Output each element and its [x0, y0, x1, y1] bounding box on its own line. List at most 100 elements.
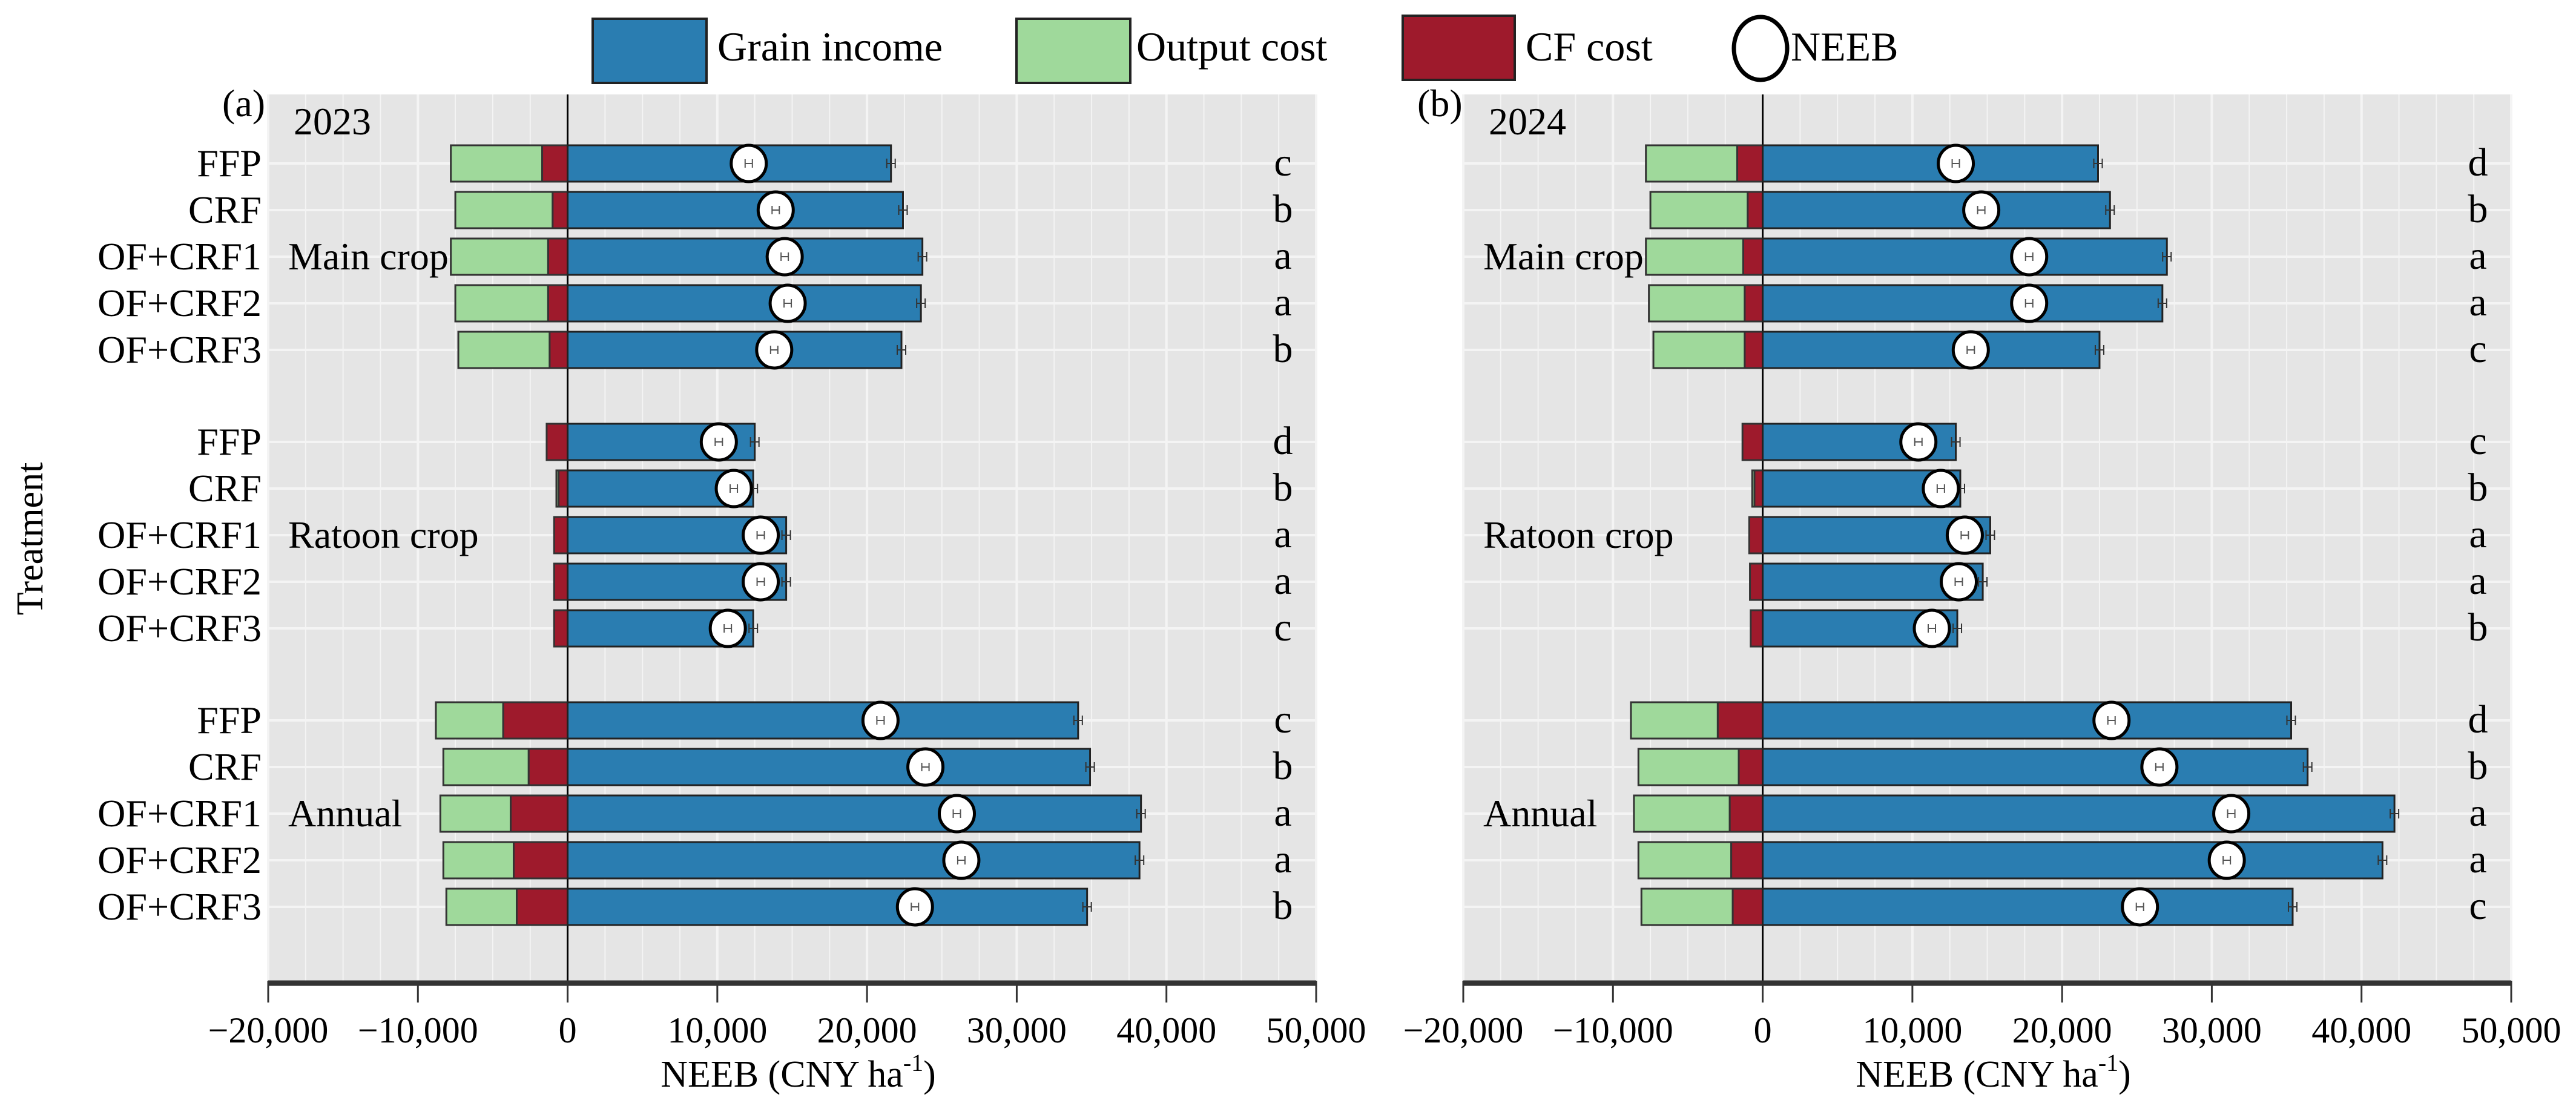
bar-grain-income [567, 237, 924, 276]
x-tick-label: −20,000 [1403, 1010, 1524, 1050]
bar-row [435, 700, 1083, 740]
bar-output-cost [439, 794, 512, 833]
error-bar [897, 345, 907, 355]
panel-year: 2024 [1489, 100, 1566, 143]
significance-letter: c [1274, 605, 1291, 650]
neeb-error-bar [769, 346, 779, 354]
bar-cf-cost [553, 609, 569, 648]
significance-letter: a [1274, 791, 1291, 835]
bar-output-cost [1633, 794, 1731, 833]
treatment-label: FFP [197, 699, 262, 742]
bar-row [1648, 283, 2167, 323]
bar-row [1751, 469, 1965, 509]
significance-letter: d [2468, 140, 2488, 185]
bar-row [1630, 700, 2296, 740]
treatment-label: CRF [188, 188, 262, 231]
x-tick-label: 50,000 [1267, 1010, 1366, 1050]
neeb-error-bar [1928, 624, 1936, 633]
neeb-error-bar [783, 299, 792, 308]
legend-swatch-cf-cost [1402, 15, 1516, 81]
error-bar [1135, 855, 1145, 865]
bar-cf-cost [1753, 469, 1764, 508]
x-tick-label: 20,000 [817, 1010, 917, 1050]
significance-letter: b [1273, 187, 1293, 231]
significance-letter: a [2469, 791, 2486, 835]
bar-cf-cost [1744, 331, 1764, 369]
neeb-error-bar [2222, 856, 2232, 864]
bar-grain-income [1762, 331, 2101, 369]
significance-letter: a [2469, 559, 2486, 603]
significance-letter: b [2468, 744, 2488, 788]
treatment-label: CRF [188, 467, 262, 510]
error-bar [2302, 762, 2313, 772]
bar-grain-income [567, 887, 1089, 926]
error-bar [1978, 577, 1988, 587]
neeb-error-bar [730, 484, 739, 493]
significance-letter: c [2469, 884, 2486, 928]
significance-letter: b [1273, 327, 1293, 371]
bar-row [1640, 887, 2298, 927]
bar-row [1633, 794, 2400, 834]
significance-letter: b [1273, 466, 1293, 510]
significance-letter: b [1273, 884, 1293, 928]
neeb-error-bar [1951, 159, 1960, 168]
x-tick-label: 20,000 [2012, 1010, 2112, 1050]
bar-row [553, 515, 791, 555]
neeb-error-bar [957, 856, 966, 864]
treatment-label: OF+CRF1 [97, 235, 262, 278]
bar-cf-cost [1738, 748, 1764, 786]
bar-output-cost [1640, 887, 1734, 926]
error-bar [2094, 345, 2104, 355]
x-axis-title-main: NEEB (CNY ha [1856, 1054, 2098, 1095]
significance-letter: c [2469, 327, 2486, 371]
bar-grain-income [1762, 191, 2111, 229]
x-axis-title-main: NEEB (CNY ha [660, 1054, 903, 1095]
bar-cf-cost [513, 841, 569, 880]
bar-output-cost [1649, 191, 1749, 229]
bar-output-cost [1648, 284, 1746, 323]
neeb-error-bar [771, 206, 780, 214]
bar-grain-income [1762, 284, 2164, 323]
error-bar [2105, 205, 2115, 215]
bar-row [1637, 840, 2388, 880]
legend: Grain income Output cost CF cost NEEB [591, 15, 1899, 84]
treatment-label: OF+CRF1 [97, 513, 262, 556]
bar-output-cost [450, 237, 549, 276]
bar-cf-cost [552, 191, 569, 229]
group-label: Ratoon crop [288, 513, 479, 556]
error-bar [2162, 252, 2172, 262]
bar-row [1652, 330, 2104, 370]
significance-letter: a [2469, 837, 2486, 881]
bar-row [1748, 515, 1995, 555]
group-label: Ratoon crop [1483, 513, 1674, 556]
x-axis-title-sup: -1 [903, 1049, 923, 1076]
bar-row [445, 887, 1092, 927]
treatment-label: OF+CRF2 [97, 560, 262, 603]
bar-row [457, 330, 907, 370]
bar-cf-cost [1749, 562, 1764, 601]
x-tick-label: 0 [559, 1010, 577, 1050]
neeb-error-bar [876, 716, 885, 725]
treatment-label: OF+CRF2 [97, 282, 262, 324]
legend-swatch-output-cost [1015, 18, 1132, 84]
bar-row [1645, 143, 2103, 183]
neeb-error-bar [2227, 809, 2236, 818]
neeb-error-bar [2024, 252, 2034, 261]
treatment-label: OF+CRF3 [97, 885, 262, 928]
x-axis-title-end: ) [2118, 1054, 2131, 1095]
bar-grain-income [1762, 144, 2099, 183]
bar-row [1649, 190, 2115, 230]
significance-letter: a [2469, 512, 2486, 556]
bar-cf-cost [547, 237, 569, 276]
bar-row [454, 283, 926, 323]
significance-letter: a [1274, 559, 1291, 603]
bar-row [439, 794, 1146, 834]
bar-row [1750, 608, 1963, 648]
neeb-error-bar [723, 624, 733, 633]
significance-letter: b [2468, 187, 2488, 231]
bar-cf-cost [553, 516, 569, 555]
bar-cf-cost [545, 423, 569, 461]
x-tick-label: 40,000 [1116, 1010, 1216, 1050]
x-axis-title-sup: -1 [2098, 1049, 2118, 1076]
